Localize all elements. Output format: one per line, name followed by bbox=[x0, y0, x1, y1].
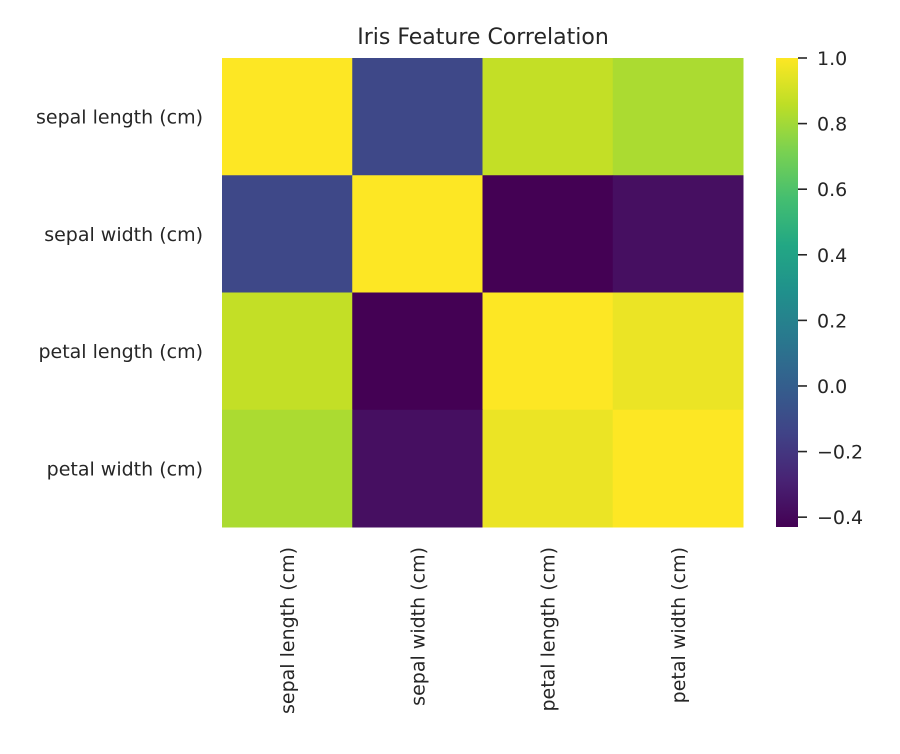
column-label: petal length (cm) bbox=[538, 547, 560, 712]
heatmap-cell bbox=[482, 58, 614, 176]
colorbar-tick-label: 0.6 bbox=[817, 179, 847, 201]
heatmap-cell bbox=[222, 175, 353, 293]
heatmap-cell bbox=[612, 292, 744, 411]
heatmap-cell bbox=[352, 175, 483, 293]
row-label: sepal width (cm) bbox=[44, 224, 203, 246]
column-label: sepal width (cm) bbox=[407, 547, 429, 706]
column-label: petal width (cm) bbox=[668, 547, 690, 703]
heatmap-cell bbox=[222, 292, 353, 411]
colorbar-tick-label: 1.0 bbox=[817, 48, 847, 70]
colorbar-ticks: 1.0 0.8 0.6 0.4 0.2 0.0 −0.2 −0.4 bbox=[798, 48, 863, 529]
row-labels: sepal length (cm) sepal width (cm) petal l… bbox=[36, 107, 203, 481]
heatmap-cell bbox=[482, 292, 614, 411]
colorbar-tick-label: 0.2 bbox=[817, 310, 847, 332]
colorbar-tick-label: 0.8 bbox=[817, 114, 847, 136]
row-label: petal length (cm) bbox=[38, 341, 203, 363]
colorbar-tick-label: −0.4 bbox=[817, 507, 863, 529]
colorbar-tick-label: 0.0 bbox=[817, 376, 847, 398]
column-label: sepal length (cm) bbox=[277, 547, 299, 714]
column-labels: sepal length (cm) sepal width (cm) petal l… bbox=[277, 547, 690, 714]
heatmap-cell bbox=[222, 58, 353, 176]
colorbar-tick-label: −0.2 bbox=[817, 442, 863, 464]
colorbar-tick-label: 0.4 bbox=[817, 245, 847, 267]
row-label: sepal length (cm) bbox=[36, 107, 203, 129]
heatmap-cell bbox=[352, 292, 483, 411]
heatmap-cell bbox=[612, 58, 744, 176]
colorbar bbox=[776, 58, 798, 527]
heatmap-cell bbox=[482, 409, 614, 528]
heatmap-cell bbox=[612, 175, 744, 293]
row-label: petal width (cm) bbox=[47, 458, 203, 480]
chart-title: Iris Feature Correlation bbox=[357, 25, 609, 50]
heatmap-cell bbox=[352, 409, 483, 528]
heatmap-cell bbox=[222, 409, 353, 528]
heatmap-cell bbox=[352, 58, 483, 176]
heatmap-cell bbox=[612, 409, 744, 528]
heatmap-cell bbox=[482, 175, 614, 293]
heatmap-cells bbox=[222, 58, 744, 528]
